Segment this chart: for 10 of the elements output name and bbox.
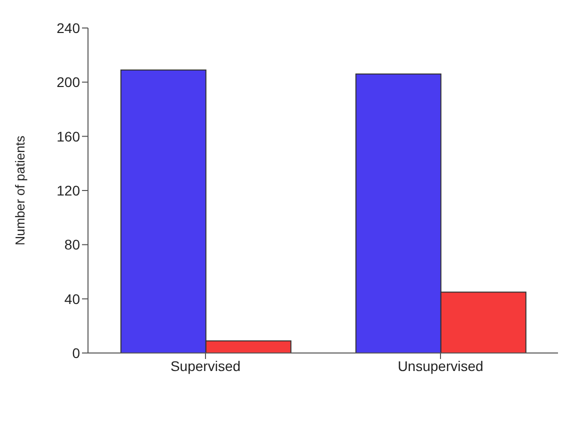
x-tick-label: Unsupervised	[398, 358, 484, 374]
x-tick-label: Supervised	[170, 358, 241, 374]
y-tick-label: 240	[56, 20, 80, 36]
y-tick-label: 40	[64, 290, 80, 307]
y-tick-label: 160	[56, 128, 80, 144]
y-tick-label: 0	[72, 344, 80, 361]
y-axis-title: Number of patients	[12, 135, 28, 246]
y-tick-label: 80	[64, 236, 80, 253]
y-tick-label: 120	[56, 182, 80, 198]
y-tick-label: 200	[56, 74, 80, 90]
